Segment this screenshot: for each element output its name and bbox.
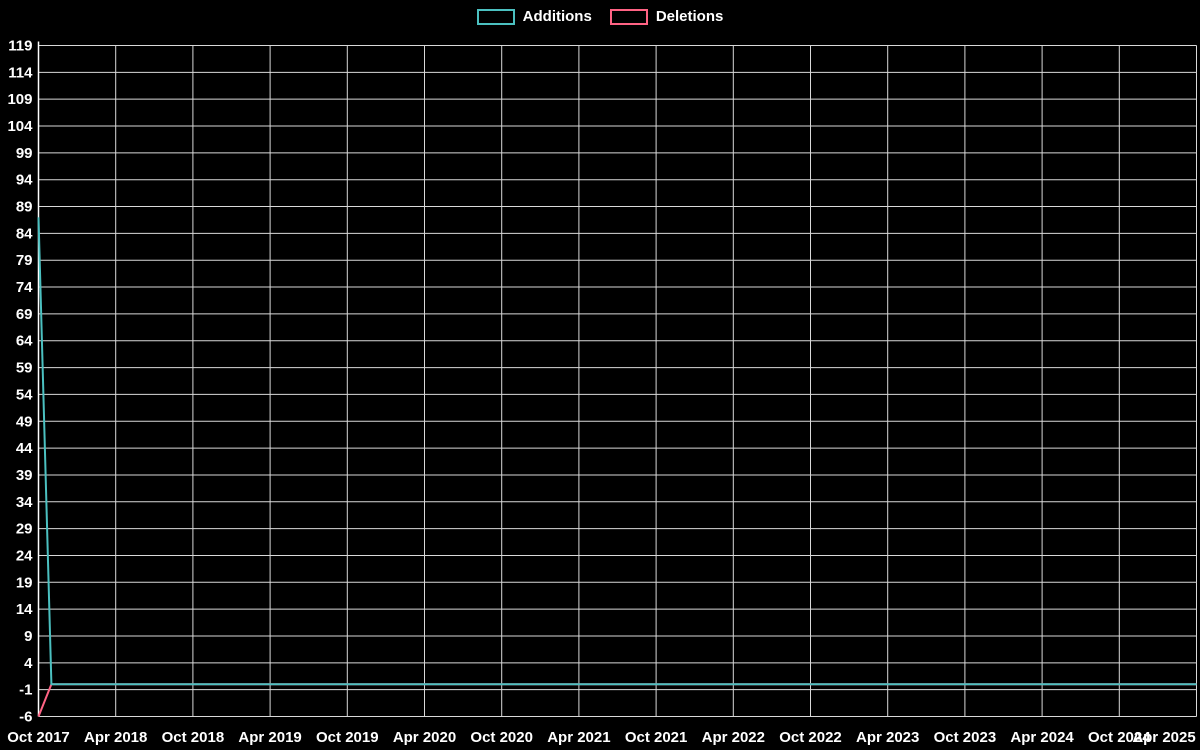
svg-text:104: 104 (7, 118, 33, 135)
svg-text:29: 29 (16, 521, 33, 538)
svg-text:59: 59 (16, 360, 33, 377)
svg-text:Oct 2022: Oct 2022 (779, 729, 842, 746)
svg-text:9: 9 (24, 628, 32, 645)
svg-text:24: 24 (16, 547, 33, 564)
svg-text:44: 44 (16, 440, 33, 457)
deletions-swatch-icon (609, 8, 648, 25)
svg-text:Oct 2018: Oct 2018 (162, 729, 225, 746)
y-axis-tick-labels: -6-1491419242934394449545964697479848994… (7, 38, 33, 726)
chart-legend: Additions Deletions (0, 8, 1200, 25)
svg-text:114: 114 (8, 64, 33, 81)
x-axis-tick-labels: Oct 2017 Apr 2018 Oct 2018 Apr 2019 Oct 2019… (7, 729, 1195, 746)
svg-text:84: 84 (16, 225, 33, 242)
svg-text:54: 54 (16, 386, 33, 403)
svg-text:-6: -6 (19, 709, 32, 726)
svg-text:34: 34 (16, 494, 33, 511)
svg-text:4: 4 (24, 655, 33, 672)
grid-lines (38, 45, 1197, 717)
svg-text:99: 99 (16, 145, 33, 162)
svg-text:Apr 2021: Apr 2021 (547, 729, 610, 746)
svg-text:69: 69 (16, 306, 33, 323)
svg-text:49: 49 (16, 413, 33, 430)
series-line-deletions (37, 683, 1197, 717)
svg-text:74: 74 (16, 279, 33, 296)
svg-text:14: 14 (16, 601, 33, 618)
svg-text:79: 79 (16, 252, 33, 269)
svg-text:-1: -1 (19, 682, 32, 699)
svg-text:Oct 2021: Oct 2021 (625, 729, 688, 746)
svg-text:Apr 2019: Apr 2019 (238, 729, 301, 746)
svg-text:Oct 2017: Oct 2017 (7, 729, 70, 746)
svg-text:Oct 2020: Oct 2020 (470, 729, 533, 746)
svg-text:Apr 2023: Apr 2023 (856, 729, 919, 746)
svg-text:19: 19 (16, 574, 33, 591)
svg-text:Apr 2020: Apr 2020 (393, 729, 456, 746)
svg-text:89: 89 (16, 199, 33, 216)
svg-text:39: 39 (16, 467, 33, 484)
series-line-additions (37, 217, 1197, 686)
legend-item-additions[interactable]: Additions (476, 8, 592, 25)
svg-text:Apr 2022: Apr 2022 (702, 729, 765, 746)
svg-text:Oct 2023: Oct 2023 (934, 729, 997, 746)
svg-text:Oct 2024: Oct 2024 (1088, 729, 1151, 746)
svg-text:64: 64 (16, 333, 33, 350)
additions-swatch-icon (476, 8, 515, 25)
svg-text:119: 119 (8, 38, 32, 55)
svg-text:Apr 2018: Apr 2018 (84, 729, 147, 746)
svg-text:109: 109 (7, 91, 32, 108)
svg-text:Oct 2019: Oct 2019 (316, 729, 379, 746)
svg-text:Apr 2025: Apr 2025 (1132, 729, 1195, 746)
svg-text:94: 94 (16, 172, 33, 189)
legend-item-deletions[interactable]: Deletions (609, 8, 724, 25)
legend-label-additions: Additions (522, 8, 592, 25)
svg-text:Apr 2024: Apr 2024 (1010, 729, 1074, 746)
legend-label-deletions: Deletions (655, 8, 724, 25)
